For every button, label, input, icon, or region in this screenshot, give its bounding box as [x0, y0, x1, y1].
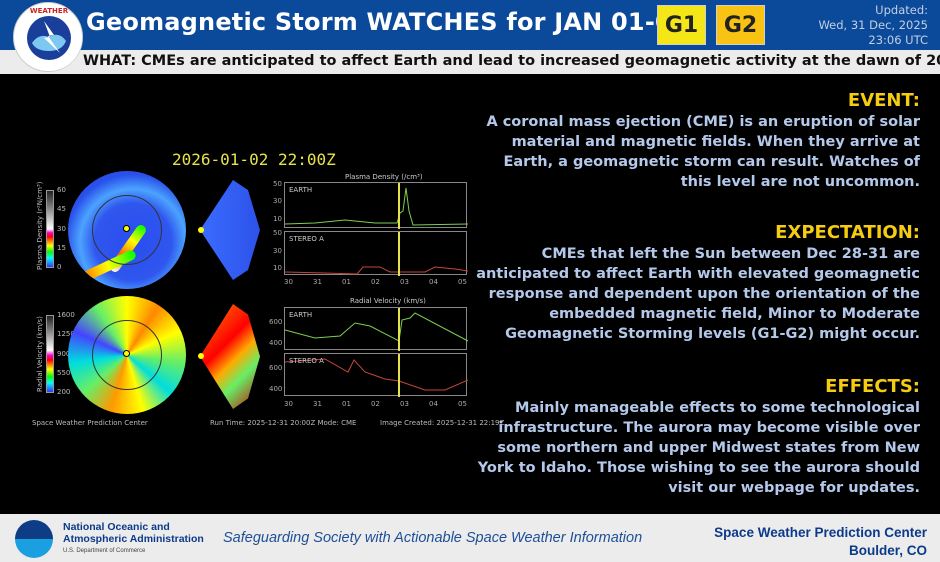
- svg-text:WEATHER: WEATHER: [30, 7, 69, 15]
- velocity-colorbar-title: Radial Velocity (km/s): [36, 316, 44, 392]
- g2-badge: G2: [716, 5, 765, 45]
- sun-marker: [198, 353, 204, 359]
- y-tick: 10: [273, 215, 282, 223]
- density-plot-title: Plasma Density (/cm³): [345, 173, 423, 181]
- density-tick: 15: [57, 244, 66, 252]
- stereo-label: STEREO A: [289, 235, 324, 243]
- velocity-tick: 550: [57, 369, 71, 377]
- updated-time: 23:06 UTC: [868, 33, 928, 47]
- nws-logo-icon: WEATHER: [13, 2, 83, 72]
- y-tick: 50: [273, 229, 282, 237]
- density-tick: 30: [57, 225, 66, 233]
- event-body: A coronal mass ejection (CME) is an erup…: [486, 114, 920, 190]
- y-tick: 600: [269, 318, 283, 326]
- density-tick: 60: [57, 186, 66, 194]
- x-tick: 02: [371, 400, 380, 408]
- expectation-heading: EXPECTATION:: [775, 222, 920, 243]
- density-colorbar: [46, 190, 54, 268]
- sun-marker: [123, 350, 130, 357]
- main-area: 2026-01-02 22:00Z 60 45 30 15 0 Plasma D…: [0, 74, 940, 510]
- x-tick: 31: [313, 400, 322, 408]
- effects-heading: EFFECTS:: [825, 376, 920, 397]
- updated-label: Updated:: [875, 3, 928, 17]
- x-tick: 01: [342, 278, 351, 286]
- model-run-time: Run Time: 2025-12-31 20:00Z Mode: CME: [210, 419, 357, 427]
- density-colorbar-title: Plasma Density (r²N/cm³): [36, 181, 44, 271]
- sun-marker: [123, 225, 130, 232]
- y-tick: 50: [273, 180, 282, 188]
- velocity-plot-title: Radial Velocity (km/s): [350, 297, 426, 305]
- center-name: Space Weather Prediction Center: [714, 525, 927, 540]
- density-stereo-plot: [284, 231, 469, 276]
- x-tick: 04: [429, 400, 438, 408]
- center-location: Boulder, CO: [848, 543, 927, 558]
- model-timestamp: 2026-01-02 22:00Z: [172, 150, 336, 169]
- velocity-xticks: 30 31 01 02 03 04 05: [284, 400, 467, 408]
- x-tick: 05: [458, 278, 467, 286]
- x-tick: 01: [342, 400, 351, 408]
- density-tick: 0: [57, 263, 62, 271]
- x-tick: 05: [458, 400, 467, 408]
- what-text: WHAT: CMEs are anticipated to affect Ear…: [83, 53, 940, 69]
- footer-bar: National Oceanic and Atmospheric Adminis…: [0, 514, 940, 562]
- earth-label: EARTH: [289, 311, 313, 319]
- stereo-label: STEREO A: [289, 357, 324, 365]
- expectation-body: CMEs that left the Sun between Dec 28-31…: [476, 246, 920, 342]
- velocity-tick: 200: [57, 388, 71, 396]
- x-tick: 30: [284, 278, 293, 286]
- y-tick: 400: [269, 385, 283, 393]
- x-tick: 03: [400, 400, 409, 408]
- density-earth-plot: [284, 182, 469, 229]
- y-tick: 10: [273, 264, 282, 272]
- noaa-org: National Oceanic and Atmospheric Adminis…: [63, 521, 204, 557]
- org-line2: Atmospheric Administration: [63, 533, 204, 545]
- expectation-section: EXPECTATION: CMEs that left the Sun betw…: [470, 222, 920, 344]
- header-bar: Geomagnetic Storm WATCHES for JAN 01-03 …: [0, 0, 940, 50]
- x-tick: 30: [284, 400, 293, 408]
- velocity-meridional-plot: [200, 304, 260, 409]
- density-xticks: 30 31 01 02 03 04 05: [284, 278, 467, 286]
- y-tick: 30: [273, 247, 282, 255]
- noaa-logo-icon: [15, 520, 53, 558]
- x-tick: 03: [400, 278, 409, 286]
- density-meridional-plot: [200, 180, 260, 280]
- org-line3: U.S. Department of Commerce: [63, 548, 146, 554]
- g1-badge: G1: [657, 5, 706, 45]
- org-line1: National Oceanic and: [63, 521, 170, 533]
- y-tick: 600: [269, 364, 283, 372]
- velocity-tick: 900: [57, 350, 71, 358]
- x-tick: 31: [313, 278, 322, 286]
- page-title: Geomagnetic Storm WATCHES for JAN 01-03: [86, 8, 689, 36]
- earth-label: EARTH: [289, 186, 313, 194]
- velocity-colorbar: [46, 315, 54, 393]
- y-tick: 400: [269, 339, 283, 347]
- density-tick: 45: [57, 205, 66, 213]
- swpc-info: Space Weather Prediction Center Boulder,…: [714, 524, 927, 560]
- what-bar: WHAT: CMEs are anticipated to affect Ear…: [0, 50, 940, 74]
- updated-date: Wed, 31 Dec, 2025: [818, 18, 928, 32]
- velocity-tick: 1600: [57, 311, 75, 319]
- x-tick: 02: [371, 278, 380, 286]
- velocity-stereo-plot: [284, 353, 469, 397]
- sun-marker: [198, 227, 204, 233]
- velocity-tick: 1250: [57, 330, 75, 338]
- event-section: EVENT: A coronal mass ejection (CME) is …: [470, 90, 920, 192]
- tagline: Safeguarding Society with Actionable Spa…: [223, 530, 643, 546]
- updated-info: Updated: Wed, 31 Dec, 2025 23:06 UTC: [818, 3, 928, 48]
- model-credit: Space Weather Prediction Center: [32, 419, 148, 427]
- x-tick: 04: [429, 278, 438, 286]
- y-tick: 30: [273, 197, 282, 205]
- velocity-earth-plot: [284, 307, 469, 351]
- effects-section: EFFECTS: Mainly manageable effects to so…: [470, 376, 920, 498]
- event-heading: EVENT:: [847, 90, 920, 111]
- model-image-created: Image Created: 2025-12-31 22:19Z: [380, 419, 505, 427]
- effects-body: Mainly manageable effects to some techno…: [477, 400, 920, 496]
